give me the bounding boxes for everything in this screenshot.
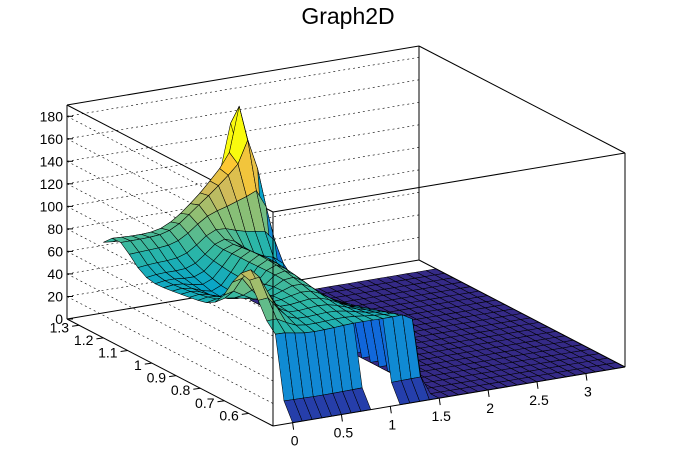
z-tick-label: 100 — [40, 198, 64, 214]
y-tick-label: 1 — [134, 357, 142, 373]
y-tick — [193, 387, 201, 390]
x-tick-label: 0.5 — [334, 425, 354, 441]
x-tick-label: 2.5 — [529, 392, 549, 408]
grid-line-left-wall — [66, 273, 274, 382]
chart-title: Graph2D — [301, 3, 394, 29]
z-tick-label: 40 — [47, 266, 63, 282]
frame-edge — [272, 366, 626, 427]
x-tick — [292, 422, 295, 430]
x-tick — [536, 381, 539, 389]
y-tick-label: 1.1 — [98, 345, 118, 361]
x-tick-label: 0 — [291, 433, 299, 449]
y-tick-label: 0.8 — [171, 382, 191, 398]
y-tick — [144, 362, 152, 365]
z-tick-label: 140 — [40, 153, 64, 169]
axes: 0204060801001201401601800.60.70.80.911.1… — [40, 108, 592, 448]
frame-edge — [66, 45, 420, 106]
y-tick — [241, 412, 249, 415]
x-tick-label: 1.5 — [431, 408, 451, 424]
z-tick-label: 60 — [47, 243, 63, 259]
x-tick — [585, 373, 588, 381]
z-tick-label: 0 — [55, 311, 63, 327]
x-tick-label: 2 — [486, 400, 494, 416]
y-tick-label: 0.6 — [219, 407, 239, 423]
y-tick — [217, 400, 225, 403]
y-tick — [72, 324, 80, 327]
grid-line-left-wall — [66, 138, 274, 247]
grid-line-left-wall — [66, 296, 274, 404]
frame-edge — [418, 45, 626, 154]
y-tick-label: 1.2 — [74, 332, 94, 348]
grid-line-left-wall — [66, 251, 274, 359]
x-tick — [438, 398, 441, 406]
z-tick-label: 160 — [40, 131, 64, 147]
x-tick-label: 1 — [388, 416, 396, 432]
z-tick-label: 120 — [40, 176, 64, 192]
frame-edge — [66, 318, 274, 427]
frame-edge — [272, 152, 626, 213]
y-tick-label: 1.3 — [50, 319, 70, 335]
z-tick-label: 20 — [47, 289, 63, 305]
x-tick — [340, 414, 343, 422]
x-tick-label: 3 — [584, 384, 592, 400]
y-tick-label: 0.7 — [195, 395, 215, 411]
grid-line-back-wall — [66, 57, 420, 117]
frame-edge — [418, 259, 626, 368]
y-tick-label: 0.9 — [147, 370, 167, 386]
z-tick-label: 180 — [40, 108, 64, 124]
y-tick — [120, 350, 128, 352]
surface-mesh — [103, 105, 626, 423]
z-tick-label: 80 — [47, 221, 63, 237]
y-tick — [169, 375, 177, 378]
y-tick — [96, 337, 104, 340]
box-front-frame — [272, 45, 626, 427]
grid-line-left-wall — [66, 161, 274, 269]
grid-line-left-wall — [66, 116, 274, 224]
x-tick — [487, 389, 490, 397]
x-tick — [389, 406, 392, 414]
